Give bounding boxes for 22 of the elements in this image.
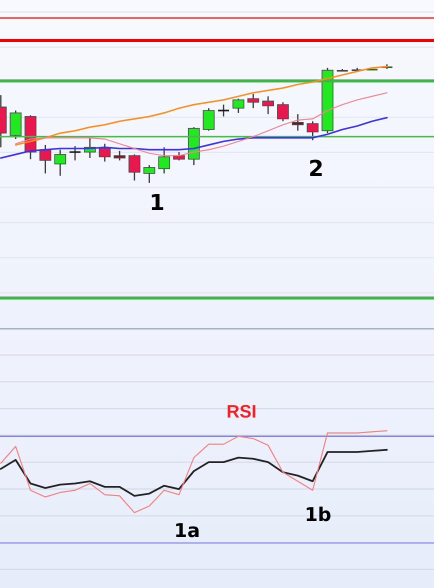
candlestick (54, 149, 66, 176)
text: 1 (149, 191, 165, 216)
candlestick (143, 164, 156, 184)
candlestick (292, 113, 304, 132)
candlestick (98, 143, 111, 162)
candlestick (158, 146, 170, 174)
candlestick (128, 154, 140, 182)
annotation: 2 (308, 157, 324, 182)
annotation: 1b (304, 504, 332, 526)
candlestick (277, 102, 289, 122)
candlestick (10, 110, 22, 140)
text: RSI (226, 401, 257, 422)
candlestick (39, 144, 52, 174)
candlestick (218, 104, 230, 118)
candlestick (114, 150, 126, 162)
candlestick (262, 96, 274, 115)
candlestick (70, 145, 81, 162)
candlestick (247, 93, 260, 109)
candlestick (202, 108, 215, 132)
annotation: 1a (174, 520, 200, 542)
candlestick (306, 120, 319, 141)
candlestick (232, 98, 244, 114)
